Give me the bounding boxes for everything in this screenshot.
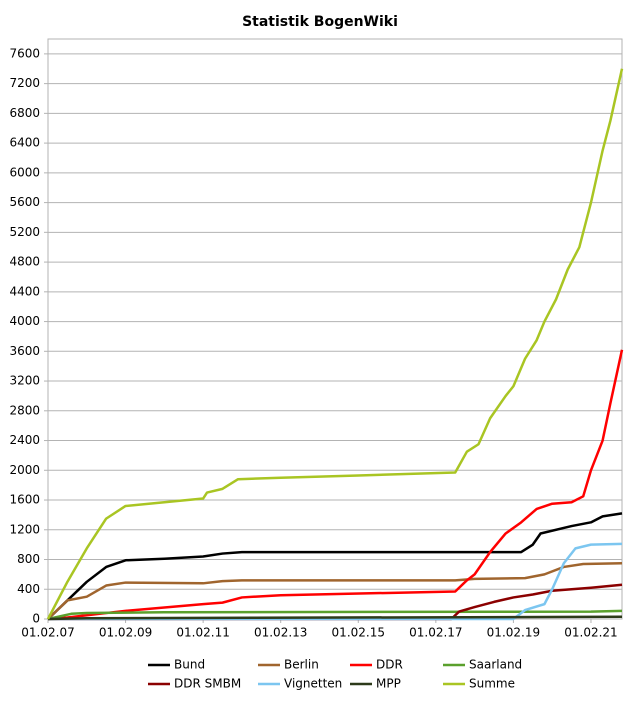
y-tick-label: 3200 — [9, 374, 40, 388]
y-tick-label: 4400 — [9, 284, 40, 298]
x-tick-label: 01.02.21 — [564, 626, 617, 640]
y-tick-label: 6800 — [9, 106, 40, 120]
legend-label: Bund — [174, 658, 205, 672]
series-line — [46, 68, 624, 620]
y-tick-label: 7600 — [9, 46, 40, 60]
y-tick-label: 1600 — [9, 493, 40, 507]
legend-label: Vignetten — [284, 677, 342, 691]
chart-title: Statistik BogenWiki — [242, 14, 398, 30]
y-tick-label: 3600 — [9, 344, 40, 358]
series-line — [48, 583, 623, 621]
y-tick-label: 1200 — [9, 522, 40, 536]
series-line — [47, 561, 623, 620]
y-tick-label: 5600 — [9, 195, 40, 209]
plot-area — [47, 38, 623, 620]
x-tick-label: 01.02.11 — [176, 626, 229, 640]
series-line — [47, 615, 623, 621]
x-tick-label: 01.02.17 — [409, 626, 462, 640]
y-tick-label: 2400 — [9, 433, 40, 447]
y-tick-label: 800 — [17, 552, 40, 566]
legend-label: Berlin — [284, 658, 319, 672]
y-tick-label: 7200 — [9, 76, 40, 90]
x-tick-label: 01.02.19 — [487, 626, 540, 640]
legend-label: DDR — [376, 658, 403, 672]
y-tick-label: 0 — [32, 612, 40, 626]
y-tick-label: 2800 — [9, 403, 40, 417]
legend-label: Summe — [469, 677, 515, 691]
y-tick-label: 2000 — [9, 463, 40, 477]
y-tick-label: 4800 — [9, 255, 40, 269]
legend-label: Saarland — [469, 658, 522, 672]
x-tick-label: 01.02.09 — [99, 626, 152, 640]
x-tick-label: 01.02.15 — [332, 626, 385, 640]
legend-label: DDR SMBM — [174, 677, 241, 691]
legend-label: MPP — [376, 677, 401, 691]
y-tick-label: 5200 — [9, 225, 40, 239]
y-tick-label: 6000 — [9, 165, 40, 179]
y-tick-label: 4000 — [9, 314, 40, 328]
y-tick-label: 400 — [17, 582, 40, 596]
x-tick-label: 01.02.13 — [254, 626, 307, 640]
series-line — [47, 609, 623, 621]
series-line — [47, 512, 623, 620]
x-tick-label: 01.02.07 — [21, 626, 74, 640]
series-line — [47, 349, 624, 621]
y-tick-label: 6400 — [9, 136, 40, 150]
